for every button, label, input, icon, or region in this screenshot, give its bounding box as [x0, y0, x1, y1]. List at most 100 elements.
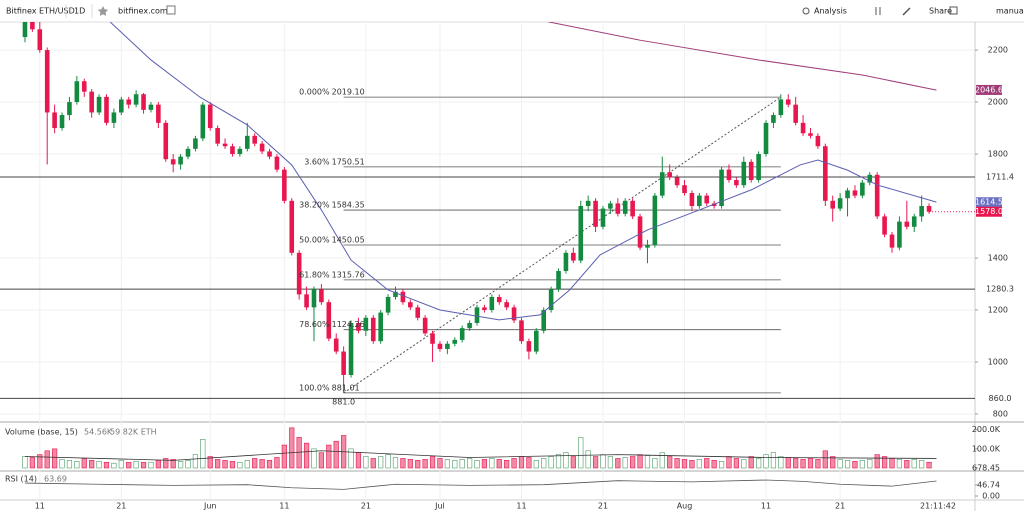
volume-bar: [889, 458, 895, 469]
volume-bar: [533, 460, 539, 469]
volume-bar: [74, 461, 80, 469]
candle-body: [904, 221, 910, 227]
candle-body: [74, 81, 80, 103]
fib-price: 1450.05: [332, 235, 365, 244]
fib-percent: 100.0%: [299, 383, 330, 392]
share[interactable]: Share: [929, 7, 952, 16]
volume-bar: [126, 461, 132, 469]
y-tick-label: 1200: [988, 305, 1008, 314]
volume-bar: [874, 454, 880, 469]
volume-bar: [215, 459, 221, 469]
volume-bar: [881, 456, 888, 469]
open-icon[interactable]: [166, 5, 176, 15]
candle-body: [274, 156, 280, 170]
interval[interactable]: 1D: [74, 7, 85, 16]
price-marker: [976, 197, 1002, 208]
candle-body: [845, 190, 850, 199]
candle-body: [800, 122, 806, 134]
volume-bar: [415, 460, 421, 469]
candle-body: [133, 94, 139, 105]
volume-bar: [237, 461, 243, 469]
volume-bar: [281, 444, 287, 469]
x-tick-label: 21: [361, 502, 371, 511]
price-marker-label: 2046.6: [975, 85, 1003, 94]
candle-body: [704, 195, 710, 204]
candle-body: [630, 200, 635, 217]
candle-body: [178, 156, 183, 165]
share-icon[interactable]: [949, 6, 958, 15]
volume-bar: [252, 458, 258, 469]
horizontal-line-label: 1711.4: [986, 173, 1014, 182]
candle-body: [111, 112, 117, 123]
candle-body: [126, 99, 132, 105]
candle-body: [748, 161, 754, 181]
source[interactable]: bitfinex.com: [118, 7, 168, 16]
volume-bar: [896, 459, 903, 469]
volume-bar: [807, 458, 814, 469]
symbol[interactable]: Bitfinex ETH/USD: [6, 7, 75, 16]
volume-bar: [385, 454, 391, 469]
volume-bar: [289, 427, 295, 469]
volume-bar: [311, 448, 317, 469]
volume-bar: [622, 457, 628, 469]
candle-body: [452, 339, 458, 344]
candle-body: [215, 128, 220, 144]
analysis[interactable]: Analysis: [814, 7, 847, 16]
favorite-icon[interactable]: [97, 6, 109, 16]
volume-bar: [822, 450, 828, 469]
fib-price: 1750.51: [332, 157, 365, 166]
volume-bar: [229, 461, 236, 469]
fib-percent: 0.000%: [299, 88, 330, 97]
draw-icon[interactable]: [902, 7, 911, 16]
volume-bar: [607, 456, 614, 469]
volume-bar: [585, 450, 591, 469]
volume-bar: [148, 461, 154, 469]
volume-bar: [570, 456, 576, 469]
volume-bar: [318, 452, 324, 469]
volume-bar: [481, 459, 488, 469]
candle-body: [430, 333, 435, 344]
x-tick-label: 11: [761, 502, 771, 511]
horizontal-line-label: 1280.3: [986, 285, 1014, 294]
candle-body: [244, 135, 250, 149]
candle-body: [400, 291, 406, 303]
candle-body: [860, 182, 865, 196]
candle-body: [837, 198, 843, 209]
candle-body: [785, 99, 791, 105]
volume-bar: [637, 454, 643, 469]
candle-body: [326, 302, 332, 339]
volume-bar: [326, 444, 332, 469]
fib-price: 2019.10: [332, 88, 365, 97]
volume-bar: [392, 457, 399, 469]
volume-bar: [185, 460, 191, 469]
y-tick-label: 1000: [988, 357, 1008, 366]
mode[interactable]: manual: [996, 7, 1024, 16]
candle-body: [496, 296, 502, 303]
bars-icon[interactable]: [875, 7, 881, 15]
volume-bar: [29, 457, 35, 469]
volume-bar: [59, 459, 65, 469]
volume-bar: [66, 460, 73, 469]
candle-body: [52, 112, 57, 129]
volume-bar: [785, 457, 791, 469]
volume-bar: [140, 461, 147, 469]
candle-body: [541, 309, 547, 331]
volume-bar: [89, 460, 95, 469]
volume-bar: [96, 461, 102, 469]
volume-bar: [518, 456, 525, 469]
ma200-line: [546, 22, 937, 91]
volume-bar: [541, 458, 547, 469]
candle-body: [689, 193, 695, 207]
candle-body: [585, 200, 591, 207]
volume-bar: [370, 458, 376, 469]
rsi-tick-label: 0.00: [982, 492, 1000, 501]
candle-body: [148, 104, 154, 110]
candle-body: [578, 206, 584, 261]
x-tick-label: 11: [35, 502, 45, 511]
candle-body: [356, 322, 361, 331]
volume-bar: [852, 461, 858, 469]
volume-bar: [192, 454, 199, 469]
candle-body: [682, 185, 687, 194]
volume-bar: [763, 454, 769, 469]
candle-body: [763, 122, 769, 155]
